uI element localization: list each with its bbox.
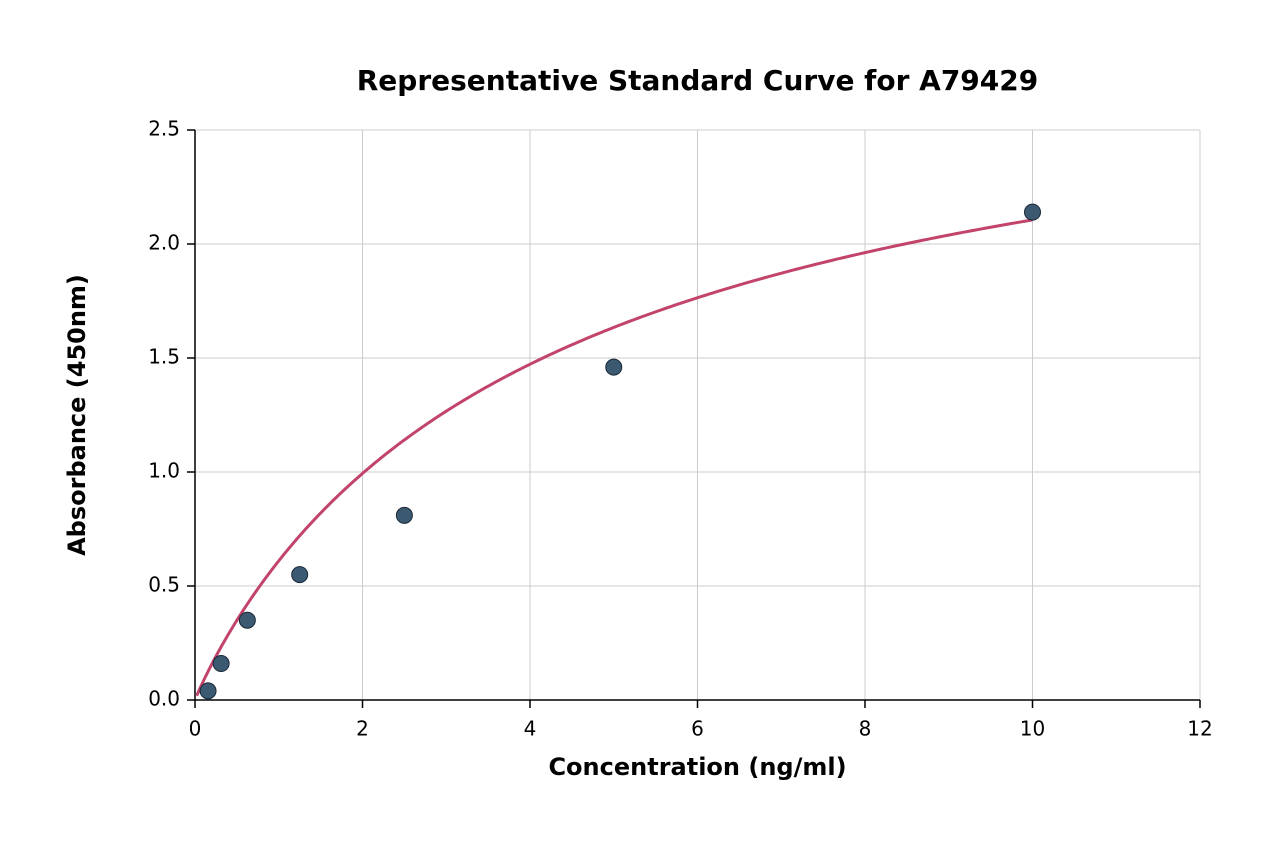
x-axis-label: Concentration (ng/ml)	[548, 753, 846, 781]
x-tick-label: 10	[1020, 717, 1045, 741]
x-ticks: 0 2 4 6 8 10 12	[189, 700, 1213, 741]
data-point	[200, 683, 216, 699]
y-tick-label: 0.0	[148, 687, 180, 711]
data-point	[213, 656, 229, 672]
y-tick-label: 2.0	[148, 231, 180, 255]
data-point	[606, 359, 622, 375]
y-tick-label: 1.5	[148, 345, 180, 369]
chart-container: 0 2 4 6 8 10 12 0.0 0.5 1.0 1.5 2.0 2.5 Representat…	[0, 0, 1280, 845]
x-tick-label: 8	[859, 717, 872, 741]
y-tick-label: 2.5	[148, 117, 180, 141]
data-point	[239, 612, 255, 628]
standard-curve-chart: 0 2 4 6 8 10 12 0.0 0.5 1.0 1.5 2.0 2.5 Representat…	[0, 0, 1280, 845]
fit-curve	[197, 220, 1033, 696]
chart-title: Representative Standard Curve for A79429	[357, 64, 1039, 97]
x-tick-label: 6	[691, 717, 704, 741]
y-axis-label: Absorbance (450nm)	[63, 274, 91, 556]
data-point	[396, 507, 412, 523]
data-point	[292, 567, 308, 583]
data-point	[1025, 204, 1041, 220]
grid-lines	[195, 130, 1200, 700]
x-tick-label: 12	[1187, 717, 1212, 741]
x-tick-label: 2	[356, 717, 369, 741]
y-ticks: 0.0 0.5 1.0 1.5 2.0 2.5	[148, 117, 195, 711]
data-points	[200, 204, 1040, 699]
x-tick-label: 0	[189, 717, 202, 741]
fit-curve-line	[197, 220, 1033, 696]
y-tick-label: 0.5	[148, 573, 180, 597]
y-tick-label: 1.0	[148, 459, 180, 483]
x-tick-label: 4	[524, 717, 537, 741]
